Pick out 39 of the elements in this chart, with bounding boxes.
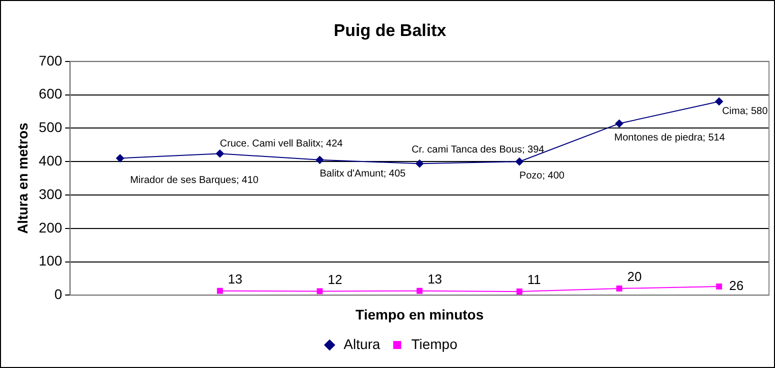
data-label: Cruce. Cami vell Balitx; 424 xyxy=(220,138,344,150)
point xyxy=(416,160,424,168)
y-tick-label: 400 xyxy=(38,152,62,168)
y-tick-label: 700 xyxy=(38,52,62,68)
data-label: 13 xyxy=(428,271,442,286)
data-label: Balitx d'Amunt; 405 xyxy=(320,168,406,180)
data-label: Cr. cami Tanca des Bous; 394 xyxy=(412,144,545,156)
data-label: Pozo; 400 xyxy=(519,170,565,182)
data-label: Mirador de ses Barques; 410 xyxy=(130,175,259,186)
data-label: 11 xyxy=(527,272,541,288)
data-label: 13 xyxy=(228,271,242,286)
data-label: Montones de piedra; 514 xyxy=(614,132,726,144)
point xyxy=(216,150,224,158)
point xyxy=(615,120,624,128)
y-axis-title: Altura en metros xyxy=(14,122,30,234)
point xyxy=(516,288,522,294)
chart-title: Puig de Balitx xyxy=(334,20,447,40)
data-label: 12 xyxy=(328,272,342,287)
y-tick-label: 200 xyxy=(38,219,62,236)
point xyxy=(416,288,423,294)
y-tick-label: 300 xyxy=(38,186,62,202)
y-tick-label: 500 xyxy=(38,119,62,136)
legend-label: Altura xyxy=(344,336,380,352)
data-label: Cima; 580 xyxy=(722,106,768,118)
y-tick-label: 100 xyxy=(38,252,62,269)
point xyxy=(616,286,622,292)
y-tick-label: 0 xyxy=(54,286,62,302)
data-label: 20 xyxy=(627,269,642,284)
point xyxy=(316,156,324,164)
point xyxy=(716,284,722,290)
point xyxy=(316,288,323,294)
point xyxy=(715,97,724,106)
point xyxy=(216,288,223,294)
point xyxy=(116,154,124,162)
data-label: 26 xyxy=(729,278,744,294)
x-axis-title: Tiempo en minutos xyxy=(356,306,484,322)
point xyxy=(515,158,524,166)
y-tick-label: 600 xyxy=(38,86,62,102)
legend-label: Tiempo xyxy=(411,336,458,352)
